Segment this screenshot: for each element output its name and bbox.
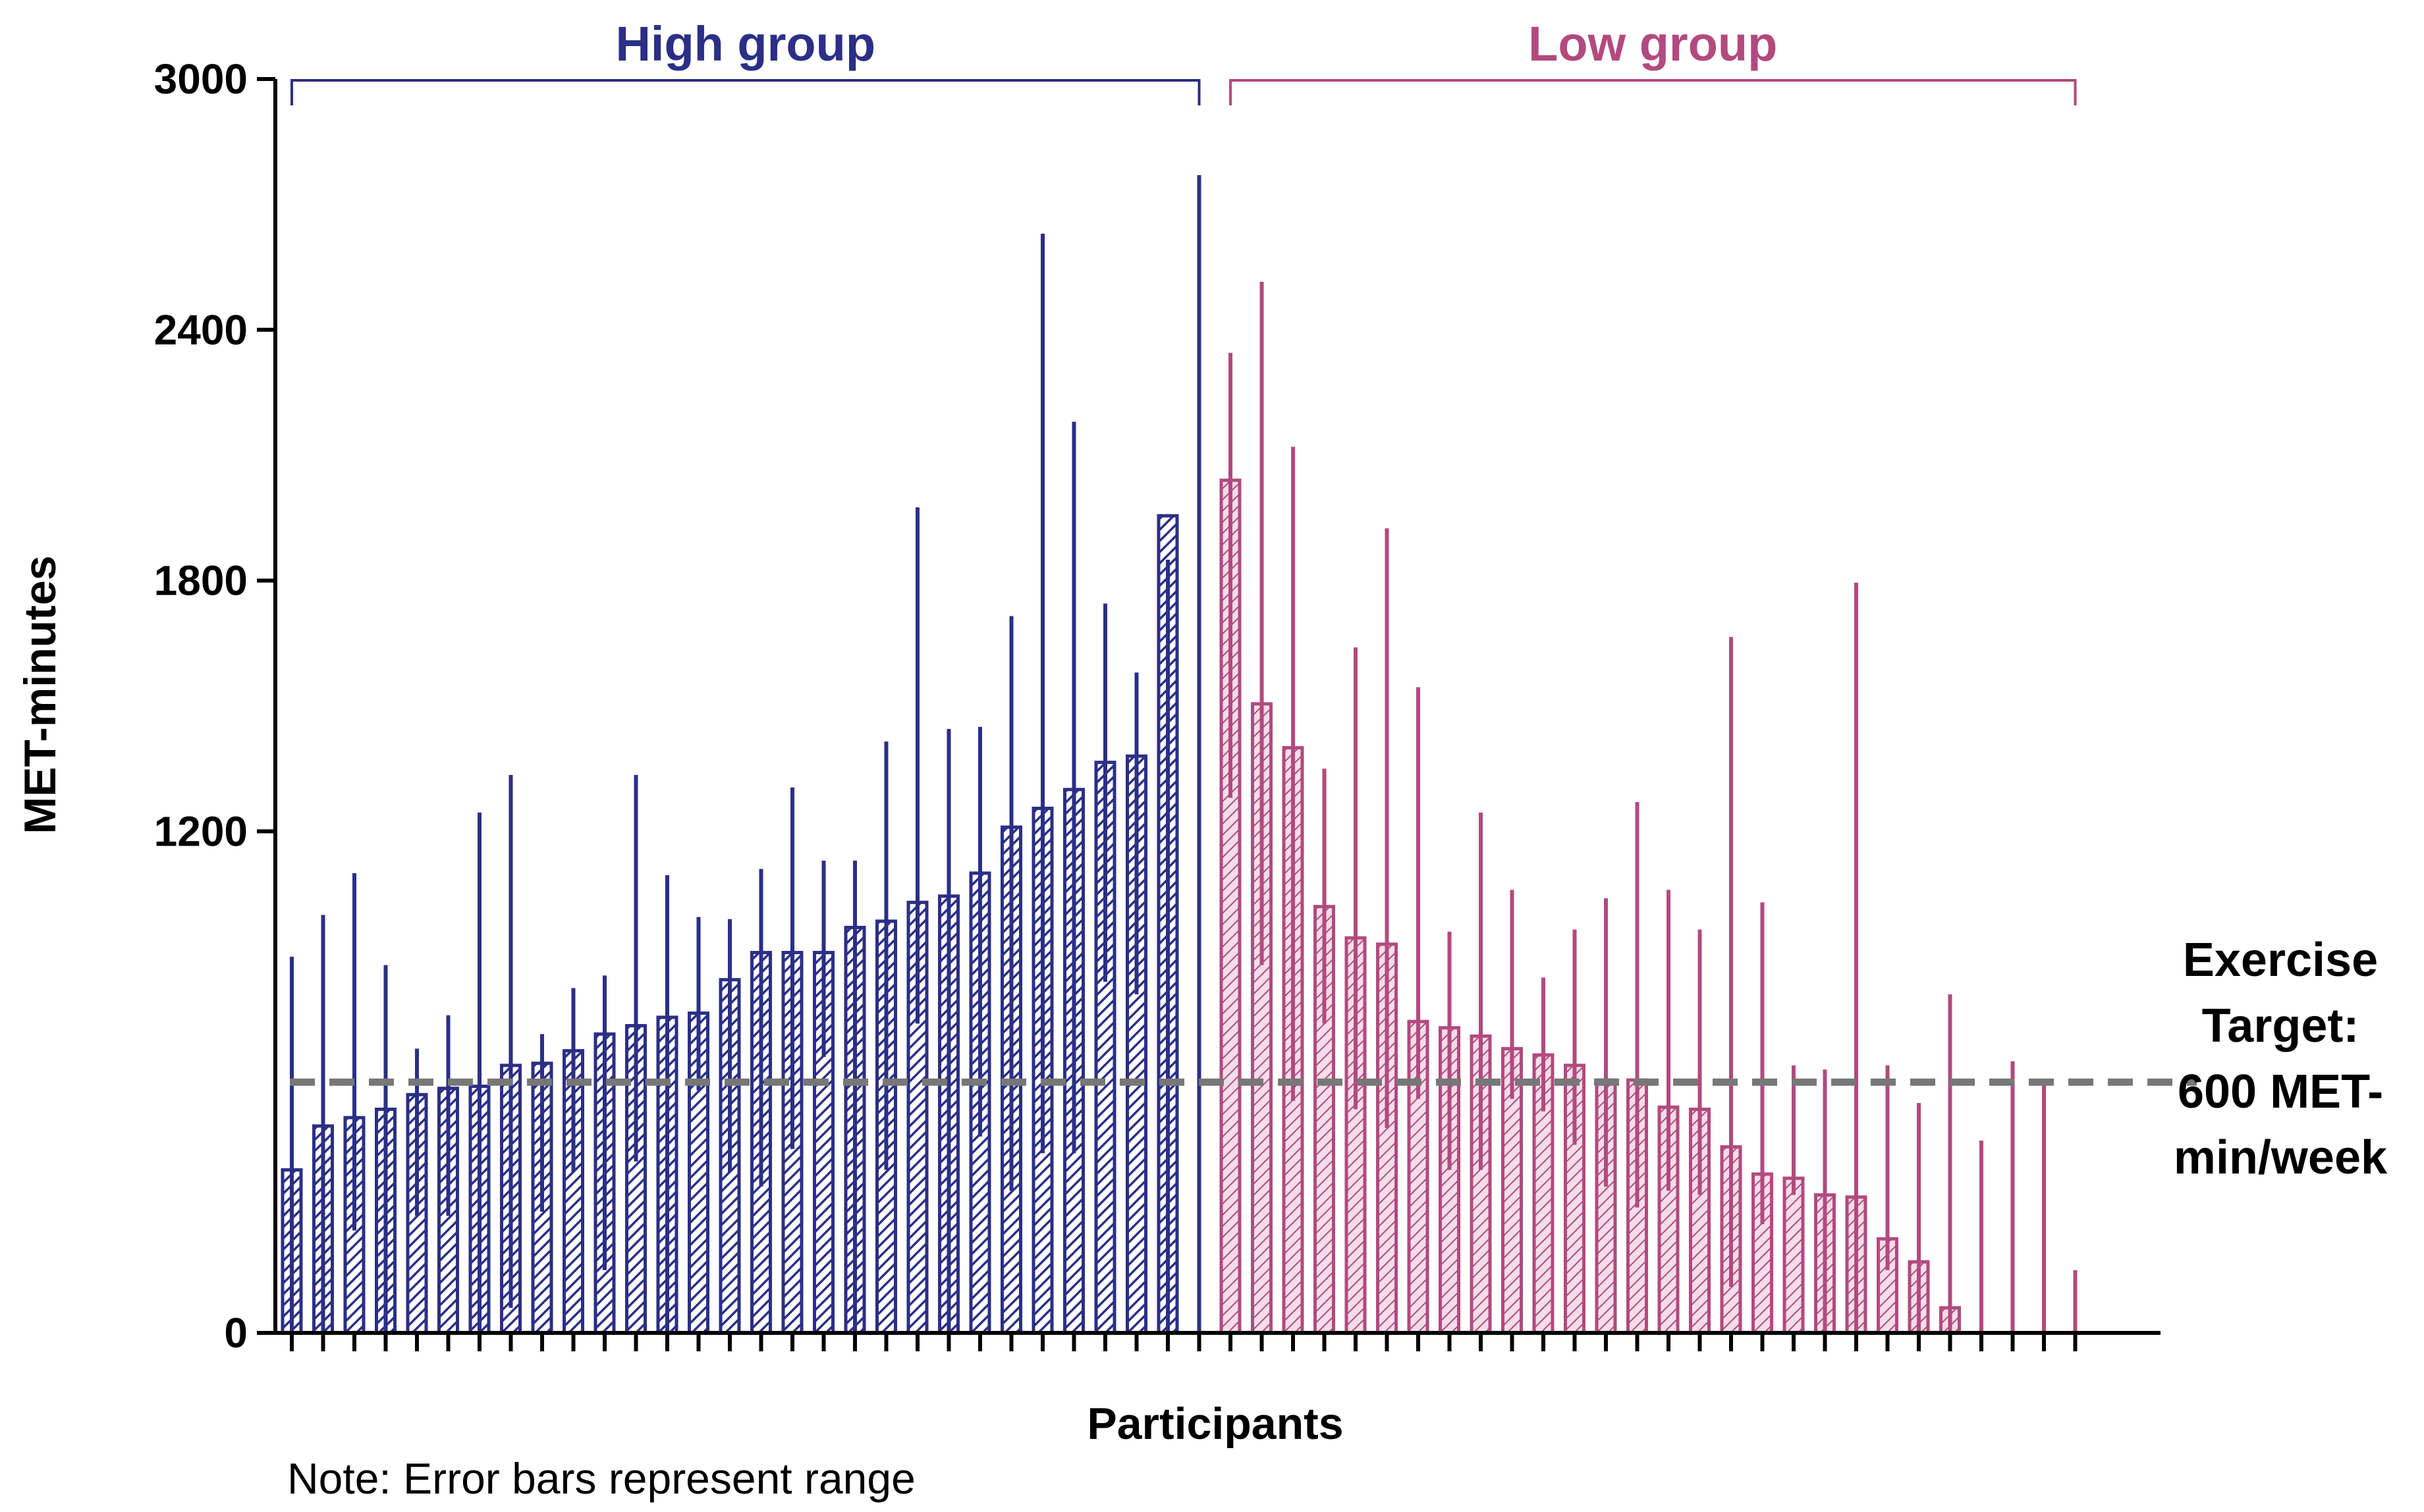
group-brackets: High group Low group xyxy=(290,16,2077,105)
y-tick-label: 3000 xyxy=(154,55,248,103)
y-tick-label: 1200 xyxy=(154,807,248,855)
target-label-line-4: min/week xyxy=(2174,1131,2388,1184)
error-bars-layer xyxy=(290,175,2078,1333)
low-group-bar xyxy=(1782,1176,1805,1335)
y-tick-label: 0 xyxy=(224,1309,248,1357)
chart-note: Note: Error bars represent range xyxy=(287,1454,916,1503)
low-group-label: Low group xyxy=(1528,16,1777,71)
x-axis-title: Participants xyxy=(1087,1399,1343,1449)
high-group-label: High group xyxy=(615,16,875,71)
y-axis-title: MET-minutes xyxy=(15,555,65,834)
target-label-line-1: Exercise xyxy=(2183,934,2378,986)
bars-layer xyxy=(281,478,1961,1335)
axes-layer: 0 1200 1800 2400 3000 xyxy=(154,55,2161,1357)
y-tick-label: 1800 xyxy=(154,557,248,605)
low-group-bracket xyxy=(1229,79,2077,105)
target-label-line-3: 600 MET- xyxy=(2178,1066,2383,1118)
high-group-bracket xyxy=(290,79,1201,105)
target-label-line-2: Target: xyxy=(2202,1000,2359,1052)
y-tick-label: 2400 xyxy=(154,306,248,354)
